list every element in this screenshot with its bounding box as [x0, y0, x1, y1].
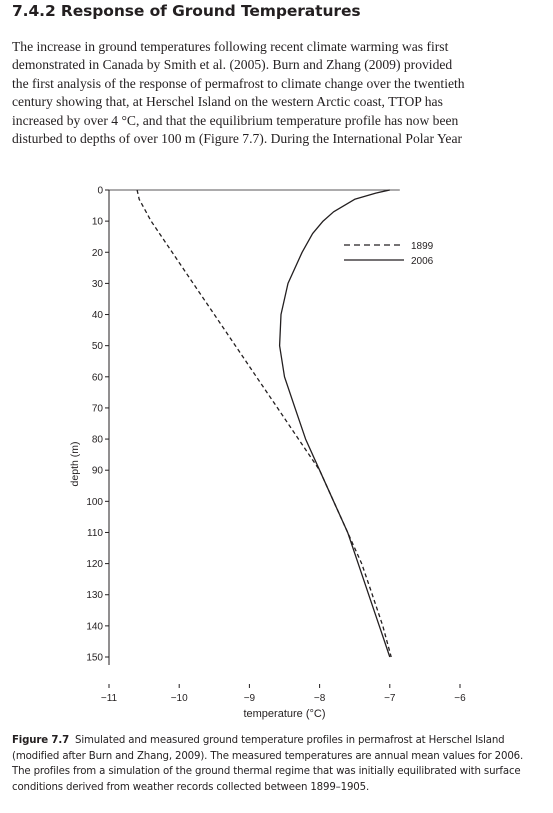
y-tick-label: 10 — [92, 217, 104, 228]
figure-label: Figure 7.7 — [12, 735, 70, 746]
x-tick-label: −6 — [454, 693, 466, 704]
x-tick-label: −8 — [314, 693, 326, 704]
x-tick-label: −11 — [101, 693, 118, 704]
chart-legend: 1899 2006 — [344, 241, 434, 267]
caption-line: Figure 7.7 Simulated and measured ground … — [12, 733, 527, 749]
y-tick-label: 30 — [92, 279, 104, 290]
series-line-1899 — [136, 189, 392, 658]
y-tick-label: 20 — [92, 248, 104, 259]
x-axis-label: temperature (°C) — [243, 708, 325, 720]
caption-text: Simulated and measured ground temperatur… — [75, 735, 505, 746]
y-tick-label: 150 — [86, 653, 103, 664]
body-paragraph: The increase in ground temperatures foll… — [12, 38, 522, 148]
paragraph-line: century showing that, at Herschel Island… — [12, 94, 443, 110]
y-tick-label: 40 — [92, 310, 104, 321]
y-tick-label: 140 — [86, 621, 103, 632]
figure-caption: Figure 7.7 Simulated and measured ground … — [12, 733, 527, 795]
y-tick-label: 0 — [97, 186, 103, 197]
paragraph-line: increased by over 4 °C, and that the equ… — [12, 112, 459, 128]
paragraph-line: The increase in ground temperatures foll… — [12, 39, 449, 54]
caption-line: The profiles from a simulation of the gr… — [12, 766, 521, 778]
y-tick-label: 70 — [92, 403, 104, 414]
y-tick-label: 110 — [87, 528, 103, 539]
y-axis-label: depth (m) — [69, 442, 81, 487]
y-tick-label: 50 — [92, 341, 104, 352]
y-tick-label: 90 — [92, 466, 104, 477]
paragraph-line: disturbed to depths of over 100 m (Figur… — [12, 131, 463, 147]
section-heading: 7.4.2 Response of Ground Temperatures — [12, 2, 361, 20]
chart-axes: 0 10 20 30 40 50 60 70 80 90 100 110 120 130 140 150 −11… — [86, 186, 466, 705]
caption-line: conditions derived from weather records … — [12, 781, 370, 793]
legend-label-2006: 2006 — [411, 256, 434, 267]
y-tick-label: 120 — [86, 559, 103, 570]
paragraph-line: the first analysis of the response of pe… — [12, 75, 465, 91]
y-tick-label: 130 — [86, 590, 103, 601]
paragraph-line: demonstrated in Canada by Smith et al. (… — [12, 57, 453, 73]
legend-label-1899: 1899 — [411, 241, 434, 252]
x-tick-label: −10 — [171, 693, 188, 704]
x-tick-label: −7 — [384, 693, 396, 704]
temperature-depth-chart: 0 10 20 30 40 50 60 70 80 90 100 110 120 130 140 150 −11… — [69, 186, 466, 721]
y-tick-label: 100 — [86, 497, 103, 508]
series-line-2006 — [278, 189, 391, 658]
y-tick-label: 80 — [92, 435, 104, 446]
x-tick-label: −9 — [244, 693, 256, 704]
chart-plot-area — [136, 189, 392, 658]
caption-line: (modified after Burn and Zhang, 2009). T… — [12, 750, 524, 762]
y-tick-label: 60 — [92, 372, 104, 383]
